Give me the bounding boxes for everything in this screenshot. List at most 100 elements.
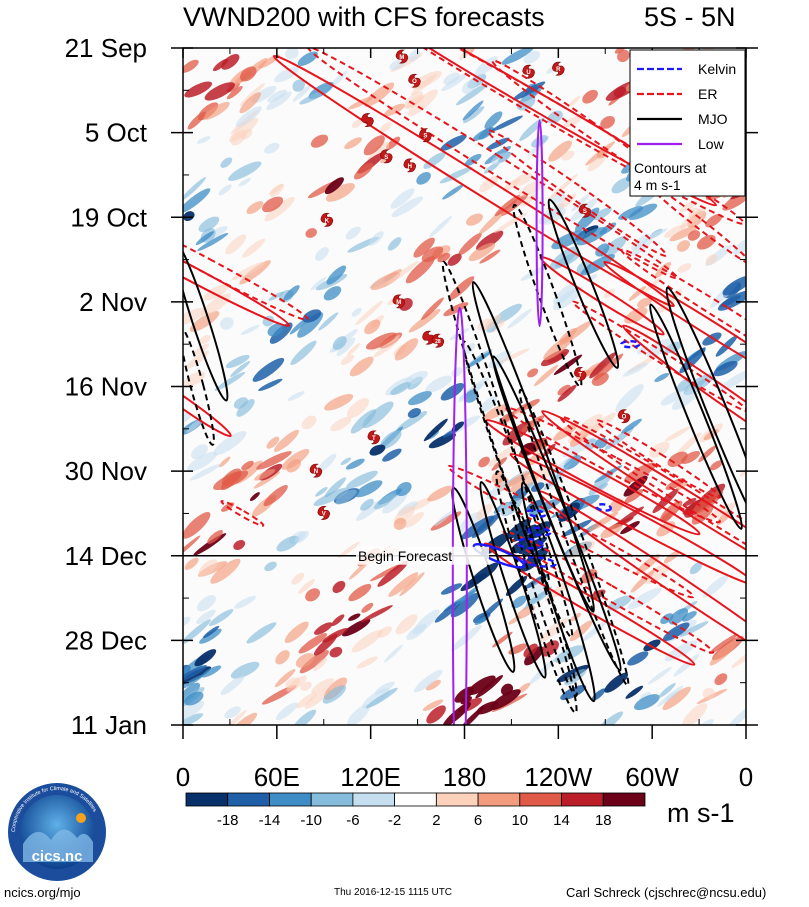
anomaly-blob bbox=[183, 535, 201, 562]
anomaly-blob bbox=[351, 307, 362, 317]
anomaly-blob bbox=[239, 260, 271, 285]
anomaly-blob bbox=[258, 378, 283, 392]
anomaly-blob bbox=[680, 451, 701, 464]
low-contour bbox=[535, 119, 544, 328]
storm-marker: O bbox=[408, 73, 421, 88]
anomaly-blob bbox=[593, 207, 612, 221]
storm-label: K bbox=[325, 218, 330, 224]
anomaly-blob bbox=[412, 609, 440, 635]
anomaly-blob bbox=[594, 465, 623, 483]
anomaly-blob bbox=[228, 161, 262, 181]
anomaly-blob bbox=[676, 480, 688, 491]
anomaly-blob bbox=[183, 512, 211, 539]
anomaly-blob bbox=[613, 86, 626, 98]
anomaly-blob bbox=[391, 196, 423, 218]
anomaly-blob bbox=[479, 249, 501, 264]
anomaly-blob bbox=[373, 337, 400, 358]
storm-label: R bbox=[556, 67, 561, 73]
anomaly-blob bbox=[239, 82, 265, 107]
x-tick-label: 120W bbox=[524, 762, 592, 792]
x-tick-label: 60E bbox=[254, 762, 300, 792]
anomaly-blob bbox=[340, 457, 352, 466]
anomaly-blob bbox=[224, 706, 241, 719]
anomaly-blob bbox=[292, 709, 317, 725]
anomaly-blob bbox=[305, 228, 317, 238]
anomaly-blob bbox=[484, 111, 503, 130]
anomaly-blob bbox=[423, 418, 448, 442]
anomaly-blob bbox=[479, 176, 499, 193]
anomaly-blob bbox=[301, 415, 317, 430]
anomaly-blob bbox=[183, 59, 199, 73]
storm-label: S bbox=[583, 209, 587, 215]
anomaly-blob bbox=[512, 172, 533, 187]
storm-label: T bbox=[578, 372, 582, 378]
anomaly-blob bbox=[304, 687, 331, 709]
anomaly-blob bbox=[315, 247, 329, 261]
axes: 21 Sep 5 Oct 19 Oct 2 Nov 16 Nov 30 Nov 14 Dec… bbox=[65, 33, 758, 792]
anomaly-blob bbox=[722, 187, 746, 211]
anomaly-blob bbox=[614, 48, 627, 54]
anomaly-blob bbox=[284, 621, 309, 644]
anomaly-blob bbox=[657, 685, 684, 707]
anomaly-blob bbox=[266, 91, 292, 111]
anomaly-blob bbox=[236, 398, 255, 417]
storm-marker: R bbox=[552, 61, 565, 76]
anomaly-blob bbox=[410, 73, 438, 96]
anomaly-blob bbox=[404, 91, 424, 109]
anomaly-blob bbox=[207, 530, 223, 544]
anomaly-blob bbox=[395, 481, 412, 497]
storm-marker: S bbox=[578, 203, 592, 218]
anomaly-blob bbox=[290, 340, 317, 366]
anomaly-blob bbox=[465, 351, 492, 369]
anomaly-blob bbox=[702, 575, 729, 598]
anomaly-blob bbox=[488, 444, 518, 467]
storm-marker: K bbox=[320, 212, 334, 227]
anomaly-blob bbox=[196, 136, 211, 144]
anomaly-blob bbox=[595, 243, 610, 257]
anomaly-blob bbox=[218, 184, 232, 196]
anomaly-blob bbox=[643, 639, 661, 652]
anomaly-blob bbox=[604, 672, 629, 693]
anomaly-blob bbox=[591, 372, 609, 386]
anomaly-blob bbox=[345, 458, 365, 470]
x-tick-label: 0 bbox=[739, 762, 753, 792]
anomaly-blob bbox=[709, 460, 723, 471]
storm-marker: M bbox=[392, 294, 406, 309]
storm-label: N bbox=[314, 469, 318, 475]
anomaly-blob bbox=[518, 179, 547, 197]
anomaly-blob bbox=[249, 492, 260, 502]
y-tick-label: 11 Jan bbox=[71, 710, 147, 740]
anomaly-blob bbox=[491, 115, 523, 132]
anomaly-blob bbox=[571, 194, 590, 212]
storm-marker: V bbox=[317, 506, 331, 520]
anomaly-blob bbox=[330, 416, 352, 432]
anomaly-blob bbox=[252, 357, 285, 382]
anomaly-blob bbox=[379, 430, 402, 450]
y-tick-label: 14 Dec bbox=[65, 541, 147, 571]
anomaly-blob bbox=[221, 54, 240, 70]
anomaly-blob bbox=[682, 703, 708, 725]
anomaly-blob bbox=[302, 309, 322, 323]
anomaly-blob bbox=[202, 625, 220, 639]
mjo-contour bbox=[183, 327, 215, 446]
anomaly-blob bbox=[540, 349, 570, 367]
anomaly-blob bbox=[408, 308, 441, 333]
anomaly-blob bbox=[631, 237, 653, 256]
anomaly-blob bbox=[338, 541, 361, 558]
anomaly-blob bbox=[332, 336, 347, 350]
anomaly-blob bbox=[662, 622, 690, 642]
anomaly-blob bbox=[287, 391, 305, 401]
anomaly-blob bbox=[393, 517, 407, 530]
anomaly-blob bbox=[569, 620, 593, 642]
anomaly-blob bbox=[475, 675, 504, 699]
anomaly-blob bbox=[310, 277, 327, 291]
anomaly-blob bbox=[511, 595, 527, 609]
anomaly-blob bbox=[360, 605, 393, 623]
anomaly-blob bbox=[714, 673, 728, 686]
anomaly-blob bbox=[210, 558, 241, 584]
anomaly-blob bbox=[390, 381, 411, 396]
anomaly-blob bbox=[462, 79, 477, 94]
kelvin-contour bbox=[522, 555, 557, 568]
anomaly-blob bbox=[196, 595, 216, 612]
anomaly-blob bbox=[425, 679, 441, 691]
